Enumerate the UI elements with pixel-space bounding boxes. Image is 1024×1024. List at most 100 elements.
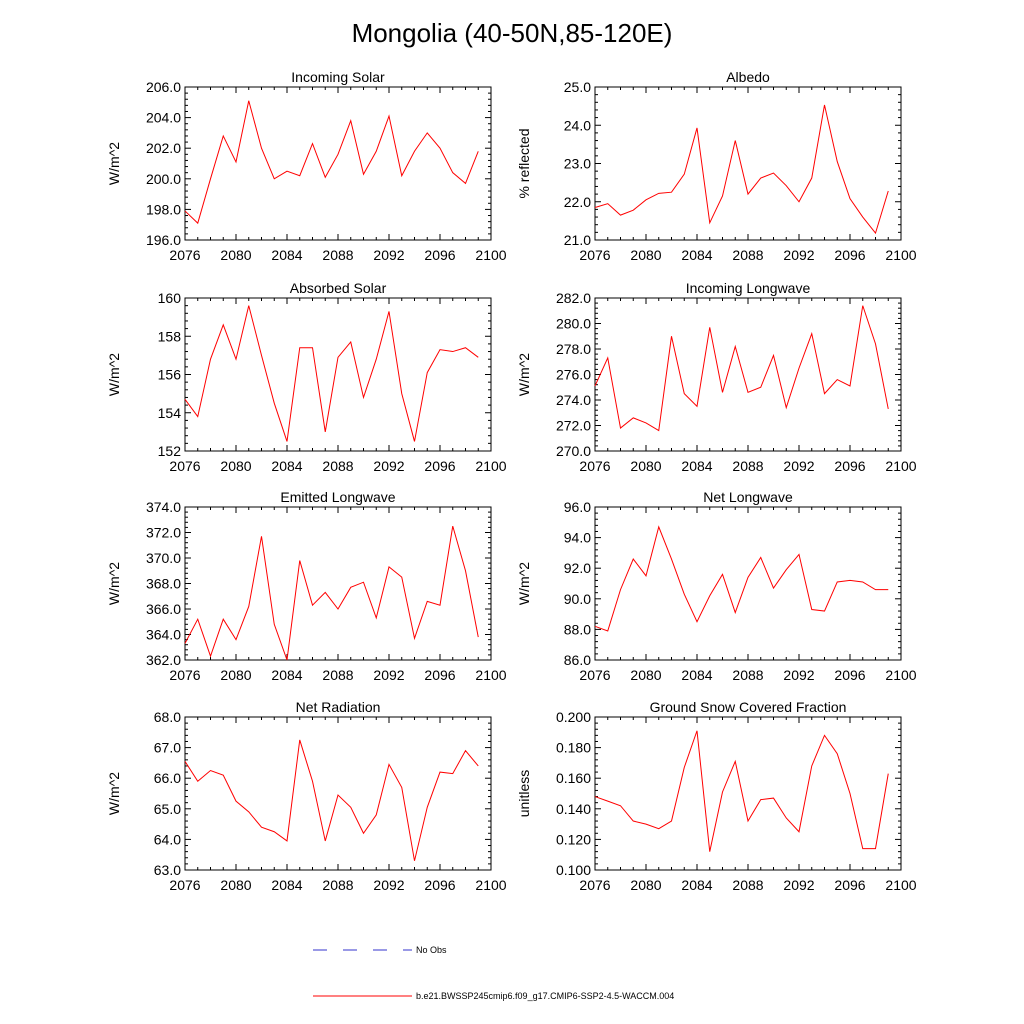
x-tick-label: 2096 bbox=[424, 458, 455, 474]
y-axis-label: W/m^2 bbox=[516, 562, 532, 605]
panel-title: Incoming Solar bbox=[291, 69, 385, 85]
x-tick-label: 2084 bbox=[681, 458, 712, 474]
y-tick-label: 202.0 bbox=[146, 140, 181, 156]
y-tick-label: 24.0 bbox=[564, 117, 591, 133]
x-tick-label: 2100 bbox=[475, 247, 506, 263]
panel-title: Incoming Longwave bbox=[686, 280, 811, 296]
y-tick-label: 206.0 bbox=[146, 79, 181, 95]
x-tick-label: 2084 bbox=[681, 877, 712, 893]
panel-emitted-longwave: Emitted Longwave 2076 2080 2084 2088 2092 2096… bbox=[106, 489, 507, 683]
y-tick-label: 0.160 bbox=[556, 770, 591, 786]
y-tick-label: 372.0 bbox=[146, 525, 181, 541]
x-tick-label: 2100 bbox=[885, 667, 916, 683]
x-tick-label: 2092 bbox=[783, 247, 814, 263]
x-tick-label: 2076 bbox=[579, 877, 610, 893]
x-tick-label: 2088 bbox=[322, 247, 353, 263]
series-line bbox=[184, 525, 479, 661]
x-tick-label: 2076 bbox=[169, 667, 200, 683]
plot-frame bbox=[594, 297, 902, 452]
x-tick-label: 2100 bbox=[885, 877, 916, 893]
x-tick-label: 2088 bbox=[322, 877, 353, 893]
panel-incoming-solar: Incoming Solar 2076 2080 2084 2088 2092 2096 21… bbox=[106, 69, 507, 263]
series-line bbox=[594, 104, 889, 235]
plot-frame bbox=[184, 297, 492, 452]
x-tick-label: 2092 bbox=[783, 458, 814, 474]
series-line bbox=[184, 305, 479, 442]
panel-title: Net Longwave bbox=[703, 489, 793, 505]
y-tick-label: 92.0 bbox=[564, 560, 591, 576]
y-axis-label: W/m^2 bbox=[106, 772, 122, 815]
y-tick-label: 23.0 bbox=[564, 156, 591, 172]
x-tick-label: 2100 bbox=[885, 247, 916, 263]
x-tick-label: 2092 bbox=[783, 667, 814, 683]
y-tick-label: 66.0 bbox=[154, 770, 181, 786]
x-tick-label: 2092 bbox=[373, 877, 404, 893]
y-tick-label: 370.0 bbox=[146, 550, 181, 566]
y-tick-label: 94.0 bbox=[564, 530, 591, 546]
series-line bbox=[594, 305, 889, 432]
x-tick-label: 2088 bbox=[322, 667, 353, 683]
y-tick-label: 67.0 bbox=[154, 740, 181, 756]
x-tick-label: 2092 bbox=[783, 877, 814, 893]
series-line bbox=[594, 525, 889, 632]
x-tick-label: 2080 bbox=[220, 877, 251, 893]
y-axis-label: % reflected bbox=[516, 128, 532, 198]
y-tick-label: 0.100 bbox=[556, 862, 591, 878]
x-tick-label: 2100 bbox=[885, 458, 916, 474]
y-tick-label: 63.0 bbox=[154, 862, 181, 878]
panel-net-radiation: Net Radiation 2076 2080 2084 2088 2092 2096 210… bbox=[106, 699, 507, 893]
y-tick-label: 278.0 bbox=[556, 341, 591, 357]
y-tick-label: 282.0 bbox=[556, 290, 591, 306]
series-line bbox=[184, 739, 479, 861]
y-tick-label: 0.140 bbox=[556, 801, 591, 817]
y-tick-label: 152 bbox=[158, 443, 182, 459]
legend-label-model: b.e21.BWSSP245cmip6.f09_g17.CMIP6-SSP2-4… bbox=[416, 991, 674, 1001]
y-tick-label: 368.0 bbox=[146, 576, 181, 592]
plot-frame bbox=[594, 506, 902, 661]
x-tick-label: 2096 bbox=[834, 877, 865, 893]
y-tick-label: 96.0 bbox=[564, 499, 591, 515]
x-tick-label: 2084 bbox=[271, 877, 302, 893]
series-line bbox=[184, 100, 479, 225]
y-tick-label: 362.0 bbox=[146, 652, 181, 668]
x-tick-label: 2080 bbox=[220, 667, 251, 683]
x-tick-label: 2080 bbox=[630, 458, 661, 474]
plot-frame bbox=[594, 716, 902, 871]
y-tick-label: 22.0 bbox=[564, 194, 591, 210]
x-tick-label: 2076 bbox=[579, 247, 610, 263]
x-tick-label: 2080 bbox=[220, 458, 251, 474]
y-tick-label: 158 bbox=[158, 328, 182, 344]
y-tick-label: 86.0 bbox=[564, 652, 591, 668]
y-tick-label: 65.0 bbox=[154, 801, 181, 817]
y-axis-label: W/m^2 bbox=[106, 562, 122, 605]
y-tick-label: 88.0 bbox=[564, 621, 591, 637]
x-tick-label: 2100 bbox=[475, 667, 506, 683]
x-tick-label: 2092 bbox=[373, 667, 404, 683]
y-tick-label: 0.200 bbox=[556, 709, 591, 725]
y-tick-label: 21.0 bbox=[564, 232, 591, 248]
panel-incoming-longwave: Incoming Longwave 2076 2080 2084 2088 2092 209… bbox=[516, 280, 917, 474]
x-tick-label: 2076 bbox=[169, 877, 200, 893]
y-tick-label: 198.0 bbox=[146, 201, 181, 217]
x-tick-label: 2096 bbox=[834, 667, 865, 683]
y-axis-label: unitless bbox=[516, 770, 532, 817]
x-tick-label: 2096 bbox=[424, 667, 455, 683]
x-tick-label: 2088 bbox=[732, 458, 763, 474]
x-tick-label: 2080 bbox=[630, 247, 661, 263]
panel-title: Ground Snow Covered Fraction bbox=[650, 699, 847, 715]
y-tick-label: 0.180 bbox=[556, 740, 591, 756]
panel-title: Absorbed Solar bbox=[290, 280, 387, 296]
y-tick-label: 156 bbox=[158, 367, 182, 383]
x-tick-label: 2080 bbox=[630, 877, 661, 893]
x-tick-label: 2100 bbox=[475, 458, 506, 474]
y-tick-label: 0.120 bbox=[556, 831, 591, 847]
x-tick-label: 2096 bbox=[834, 247, 865, 263]
y-tick-label: 276.0 bbox=[556, 367, 591, 383]
plot-frame bbox=[184, 506, 492, 661]
y-tick-label: 196.0 bbox=[146, 232, 181, 248]
y-tick-label: 374.0 bbox=[146, 499, 181, 515]
y-tick-label: 90.0 bbox=[564, 591, 591, 607]
panel-ground-snow-covered-fraction: Ground Snow Covered Fraction 2076 2080 2084… bbox=[516, 699, 917, 893]
panel-net-longwave: Net Longwave 2076 2080 2084 2088 2092 2096 2100… bbox=[516, 489, 917, 683]
panel-absorbed-solar: Absorbed Solar 2076 2080 2084 2088 2092 2096 21… bbox=[106, 280, 507, 474]
